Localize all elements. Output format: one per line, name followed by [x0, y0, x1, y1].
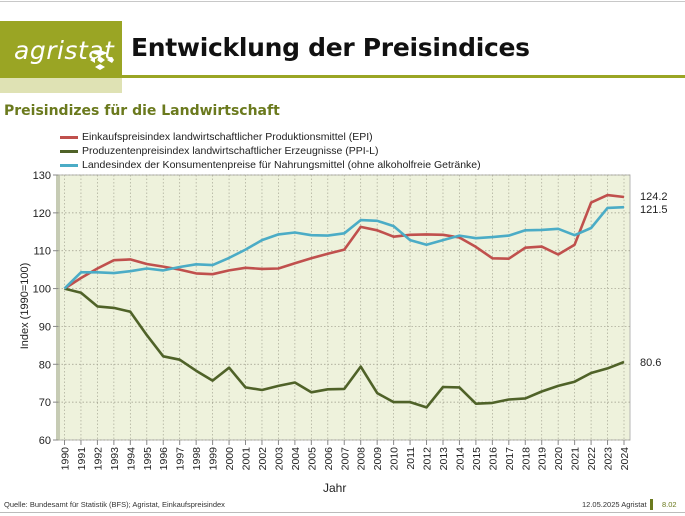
- x-tick-label: 1995: [142, 447, 154, 471]
- footer-date: 12.05.2025 Agristat: [582, 500, 647, 509]
- x-tick-label: 1992: [92, 447, 104, 471]
- y-axis-label: Index (1990=100): [19, 262, 31, 350]
- x-tick-label: 2019: [537, 447, 549, 471]
- y-tick-label: 60: [39, 435, 51, 447]
- y-tick-label: 100: [33, 284, 51, 296]
- x-tick-label: 2002: [257, 447, 269, 471]
- x-tick-label: 2013: [438, 447, 450, 471]
- x-tick-label: 2005: [306, 447, 318, 471]
- x-tick-label: 2010: [389, 447, 401, 471]
- x-tick-label: 2009: [372, 447, 384, 471]
- footer-rule: [0, 512, 685, 513]
- x-tick-label: 1990: [60, 447, 72, 471]
- legend-label-ppi: Produzentenpreisindex landwirtschaftlich…: [82, 145, 379, 157]
- y-tick-label: 70: [39, 397, 51, 409]
- x-tick-label: 2020: [553, 447, 565, 471]
- x-tick-label: 1999: [208, 447, 220, 471]
- x-tick-label: 2021: [570, 447, 582, 471]
- y-tick-label: 130: [33, 170, 51, 182]
- x-tick-label: 1998: [191, 447, 203, 471]
- x-tick-label: 1997: [175, 447, 187, 471]
- series-line-0: [63, 193, 625, 290]
- top-border: [0, 1, 685, 2]
- logo-diamonds-icon: [90, 50, 114, 70]
- legend-swatch-lik: [60, 163, 78, 167]
- legend-item-ppi: Produzentenpreisindex landwirtschaftlich…: [60, 144, 481, 158]
- x-tick-label: 2012: [422, 447, 434, 471]
- source-note: Quelle: Bundesamt für Statistik (BFS); A…: [4, 500, 225, 509]
- page-marker: [650, 499, 653, 510]
- series-line-1: [64, 287, 625, 409]
- chart-subtitle: Preisindizes für die Landwirtschaft: [4, 103, 280, 119]
- x-tick-label: 2008: [356, 447, 368, 471]
- legend-label-epi: Einkaufspreisindex landwirtschaftlicher …: [82, 131, 373, 143]
- y-tick-label: 120: [33, 208, 51, 220]
- x-tick-label: 2006: [323, 447, 335, 471]
- series-end-label: 121.5: [640, 204, 668, 216]
- title-rule: [122, 75, 685, 78]
- line-chart: 60 70 80 90 100 110 120 130 1990 1991 1992 1993 1994…: [33, 170, 668, 471]
- x-axis-label: Jahr: [323, 481, 347, 495]
- x-tick-label: 2000: [224, 447, 236, 471]
- x-tick-label: 2022: [586, 447, 598, 471]
- x-tick-label: 2001: [241, 447, 253, 471]
- x-tick-label: 1993: [109, 447, 121, 471]
- legend-swatch-epi: [60, 135, 78, 139]
- series-line-2: [63, 205, 625, 290]
- page-title: Entwicklung der Preisindices: [131, 33, 530, 62]
- x-tick-label: 2017: [504, 447, 516, 471]
- x-tick-label: 2018: [520, 447, 532, 471]
- legend-item-lik: Landesindex der Konsumentenpreise für Na…: [60, 158, 481, 172]
- x-tick-label: 2007: [339, 447, 351, 471]
- x-tick-label: 2014: [454, 447, 466, 471]
- logo-underbar: [0, 78, 122, 93]
- x-tick-label: 1996: [158, 447, 170, 471]
- series-end-label: 124.2: [640, 191, 668, 203]
- legend-swatch-ppi: [60, 149, 78, 153]
- legend-item-epi: Einkaufspreisindex landwirtschaftlicher …: [60, 130, 481, 144]
- x-tick-label: 1991: [76, 447, 88, 471]
- x-tick-label: 2023: [603, 447, 615, 471]
- x-tick-label: 2015: [471, 447, 483, 471]
- legend-label-lik: Landesindex der Konsumentenpreise für Na…: [82, 159, 481, 171]
- page-number: 8.02: [662, 500, 677, 509]
- y-tick-label: 110: [33, 246, 51, 258]
- series-end-label: 80.6: [640, 357, 661, 369]
- y-tick-label: 90: [39, 321, 51, 333]
- x-tick-label: 2003: [273, 447, 285, 471]
- x-tick-label: 2004: [290, 447, 302, 471]
- x-tick-label: 1994: [125, 447, 137, 471]
- x-tick-label: 2024: [619, 447, 631, 471]
- chart-legend: Einkaufspreisindex landwirtschaftlicher …: [60, 130, 481, 172]
- x-tick-label: 2011: [405, 447, 417, 470]
- x-tick-label: 2016: [487, 447, 499, 471]
- y-tick-label: 80: [39, 359, 51, 371]
